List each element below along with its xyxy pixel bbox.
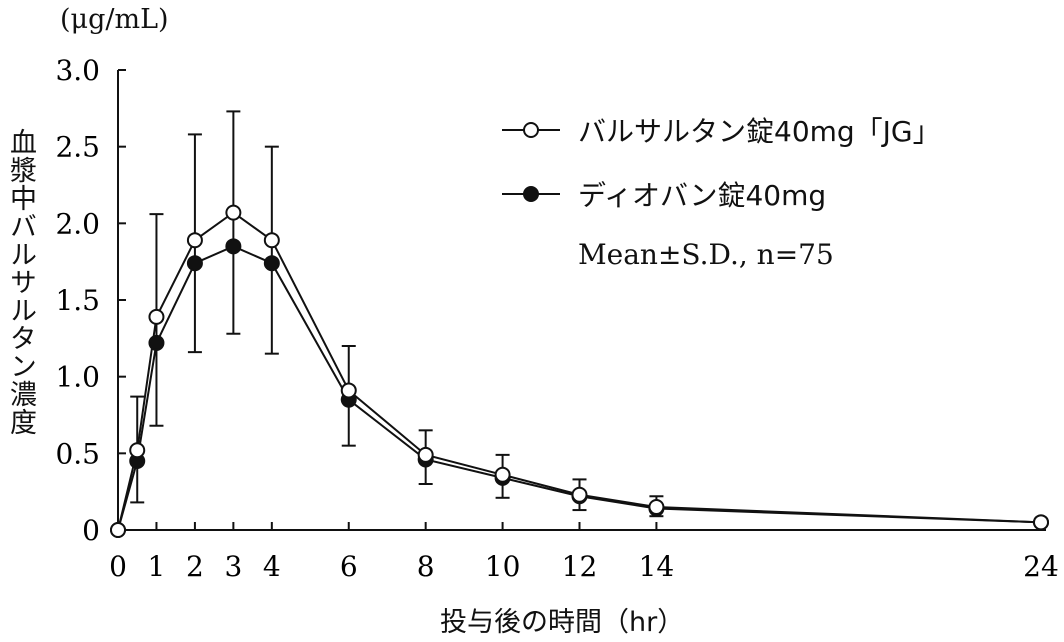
y-tick-label: 2.0 <box>55 207 100 240</box>
data-point-series-2 <box>225 238 242 255</box>
x-tick-label: 6 <box>340 550 358 583</box>
data-point-series-1 <box>648 499 665 515</box>
x-tick-label: 10 <box>485 550 521 583</box>
x-tick-label: 0 <box>109 550 127 583</box>
data-point-series-2 <box>263 255 280 272</box>
y-tick-label: 1.0 <box>55 361 100 394</box>
legend-marker-series-1 <box>523 122 539 138</box>
y-tick-label: 2.5 <box>55 131 100 164</box>
x-tick-label: 1 <box>148 550 166 583</box>
y-tick-label: 0 <box>82 514 100 547</box>
x-tick-label: 24 <box>1023 550 1059 583</box>
data-point-series-1 <box>1033 514 1049 531</box>
data-point-series-1 <box>263 232 280 249</box>
y-tick-label: 1.5 <box>55 284 100 317</box>
data-point-series-1 <box>494 466 511 483</box>
legend-marker-series-2 <box>523 186 539 202</box>
y-axis-label: 血漿中バルサルタン濃度 <box>5 128 36 436</box>
y-tick-label: 0.5 <box>55 437 100 470</box>
legend-note: Mean±S.D., n=75 <box>578 238 834 271</box>
x-tick-label: 2 <box>186 550 204 583</box>
legend-label-series-1: バルサルタン錠40mg「JG」 <box>578 115 941 148</box>
data-point-series-1 <box>148 308 165 325</box>
x-tick-label: 14 <box>639 550 675 583</box>
data-point-series-1 <box>340 382 357 399</box>
y-axis-units: (μg/mL) <box>60 4 169 35</box>
data-point-series-1 <box>417 446 434 463</box>
series-line-2 <box>117 245 1042 531</box>
x-tick-label: 3 <box>224 550 242 583</box>
data-point-series-1 <box>571 486 588 503</box>
data-point-series-1 <box>110 522 126 538</box>
x-axis-label: 投与後の時間（hr） <box>440 607 685 638</box>
x-tick-label: 12 <box>562 550 598 583</box>
data-point-series-2 <box>186 255 203 272</box>
y-tick-label: 3.0 <box>55 54 100 87</box>
data-point-series-1 <box>129 442 146 459</box>
data-point-series-1 <box>186 232 203 249</box>
x-tick-label: 4 <box>263 550 281 583</box>
legend-label-series-2: ディオバン錠40mg <box>578 179 827 212</box>
x-tick-label: 8 <box>417 550 435 583</box>
data-point-series-2 <box>148 334 165 351</box>
data-point-series-1 <box>225 204 242 221</box>
